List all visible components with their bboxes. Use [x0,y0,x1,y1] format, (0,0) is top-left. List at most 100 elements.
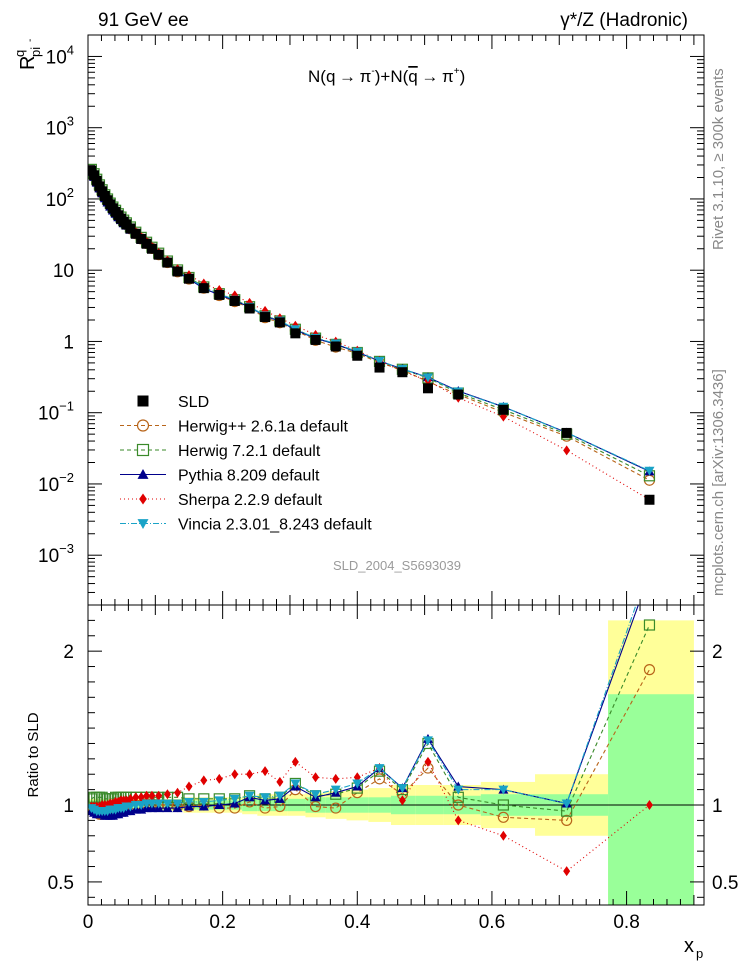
ratio-series-point [229,794,240,804]
ratio-series-point [214,796,225,806]
ratio-series-point [231,769,239,780]
ratio-series-point [162,799,173,809]
ratio-series-point [374,764,385,774]
ratio-series-point [452,799,464,811]
reference-point [198,283,209,294]
ratio-series-point [155,790,163,801]
ratio-series-point [143,790,151,801]
reference-point [330,341,341,352]
ratio-band-inner [608,694,694,905]
ratio-y-tick-labels: 0.5 0.5 1 1 2 2 [48,642,739,894]
ratio-series-point [163,789,171,800]
main-series-3 [88,165,653,505]
ratio-series-4 [88,563,654,817]
svg-text:R: R [17,56,39,70]
energy-label: 91 GeV ee [98,10,189,31]
ratio-series-point [561,799,572,809]
reference-point [644,494,655,505]
ratio-series-point [499,830,507,841]
main-y-tick-label: 102 [46,185,74,211]
reference-point [274,317,285,328]
ratio-series-point [644,563,654,572]
ratio-series-point [497,811,509,823]
ratio-y-tick-label-right: 1 [712,796,723,817]
reference-point [498,404,509,415]
x-tick-label: 0.4 [344,912,371,933]
ratio-series-line [91,605,637,812]
ratio-series-point [454,815,462,826]
ratio-series-point [643,664,656,676]
ratio-y-tick-label: 0.5 [48,873,74,894]
ratio-series-point [330,802,342,814]
legend-label: Pythia 8.209 default [178,468,320,485]
reference-point [244,303,255,314]
reference-point [374,362,385,373]
ratio-series-point [185,781,193,792]
reference-point [561,427,572,438]
ratio-series-point [422,736,433,746]
ratio-series-point [246,769,254,780]
main-series-point [374,356,385,366]
ratio-panel: 0.5 0.5 1 1 2 2 Ratio to SLD 0 0.2 0.4 0.6 0.8 x … [25,563,739,961]
x-tick-labels: 0 0.2 0.4 0.6 0.8 [83,912,640,933]
ratio-series-point [497,799,509,811]
ratio-series-point [398,795,406,806]
ratio-frame [87,604,705,906]
ratio-series-point [244,791,255,801]
ratio-series-point [274,791,285,801]
ratio-series-point [146,799,157,809]
reference-point [310,334,321,345]
svg-text:x: x [684,935,694,957]
ratio-series-point [373,773,386,785]
reference-point [136,233,147,244]
reference-point [290,328,301,339]
ratio-series-point [563,866,571,877]
main-y-tick-label: 1 [63,332,74,353]
legend-item: Sherpa 2.2.9 default [120,492,323,509]
main-y-tick-label: 103 [46,114,74,140]
legend-marker [137,519,149,529]
ratio-series-point [215,773,223,784]
main-y-tick-label: 10−3 [38,541,74,567]
ratio-series-point [645,800,653,810]
ratio-y-axis-label: Ratio to SLD [25,712,42,797]
main-series-point [563,445,571,456]
legend-label: Herwig 7.2.1 default [178,443,321,460]
ratio-series-point [312,772,320,783]
x-tick-label: 0 [83,912,94,933]
svg-text:p: p [696,946,703,961]
legend-label: Vincia 2.3.01_8.243 default [178,517,372,534]
main-series-group [88,163,656,505]
main-y-tick-label: 10 [53,261,74,282]
reference-point [146,243,157,254]
svg-text:-: - [25,39,36,42]
legend-label: Sherpa 2.2.9 default [178,492,323,509]
ratio-y-tick-label-right: 2 [712,642,723,663]
main-y-tick-label: 104 [46,42,74,68]
reference-point [260,312,271,323]
legend-label: Herwig++ 2.6.1a default [178,419,348,436]
ratio-series-line [91,669,650,821]
legend: SLD Herwig++ 2.6.1a default Herwig 7.2.1 d… [120,394,372,534]
legend-label: SLD [178,394,209,411]
legend-marker [136,419,150,432]
reference-point [352,350,363,361]
ratio-series-point [198,797,209,807]
reference-point [125,223,136,234]
main-y-axis-label: R q pi - [12,39,43,70]
main-panel-title: N(q → π-)+N(q → π+) [308,66,465,87]
reference-point [89,170,100,181]
analysis-watermark: SLD_2004_S5693039 [333,558,461,573]
x-tick-label: 0.6 [479,912,505,933]
reference-point [162,257,173,268]
x-tick-label: 0.8 [613,912,639,933]
reference-point [214,289,225,300]
legend-item: Pythia 8.209 default [120,468,320,485]
reference-point [397,367,408,378]
ratio-series-point [260,793,271,803]
ratio-series-point [643,619,656,631]
ratio-series-point [153,799,164,809]
reference-point [422,383,433,394]
